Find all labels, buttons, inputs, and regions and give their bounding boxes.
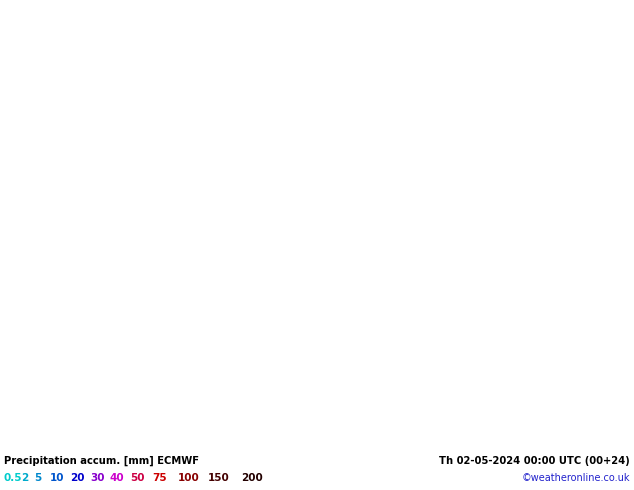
Text: 0.5: 0.5 <box>4 473 22 483</box>
Text: 50: 50 <box>130 473 145 483</box>
Text: 20: 20 <box>70 473 84 483</box>
Text: 150: 150 <box>208 473 230 483</box>
Text: Precipitation accum. [mm] ECMWF: Precipitation accum. [mm] ECMWF <box>4 456 199 466</box>
Text: Th 02-05-2024 00:00 UTC (00+24): Th 02-05-2024 00:00 UTC (00+24) <box>439 456 630 466</box>
Text: ©weatheronline.co.uk: ©weatheronline.co.uk <box>522 473 630 483</box>
Text: 200: 200 <box>241 473 262 483</box>
Text: 30: 30 <box>90 473 105 483</box>
Text: 100: 100 <box>178 473 200 483</box>
Text: 2: 2 <box>21 473 29 483</box>
Text: 40: 40 <box>110 473 125 483</box>
Text: 75: 75 <box>152 473 167 483</box>
Text: 5: 5 <box>34 473 41 483</box>
Text: 10: 10 <box>50 473 65 483</box>
